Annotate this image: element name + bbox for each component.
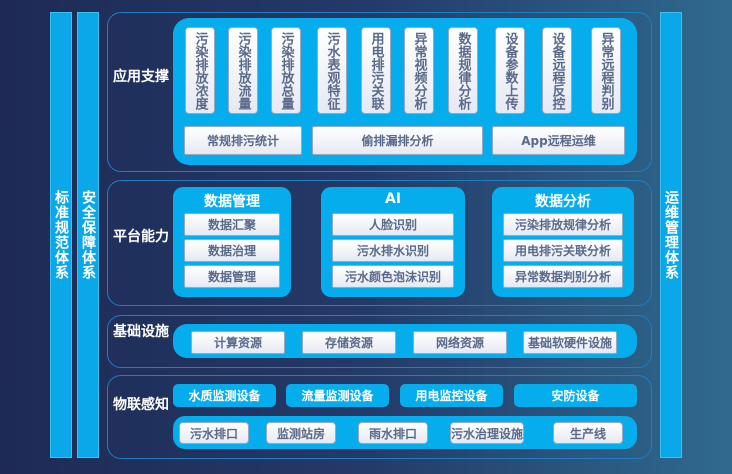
- iot-device: 水质监测设备: [173, 384, 276, 407]
- standards-system-bar: 标准规范体系: [50, 12, 72, 458]
- platform-item: 数据汇聚: [184, 213, 280, 236]
- platform-item: 数据治理: [184, 239, 280, 262]
- platform-group-title: 数据分析: [535, 194, 591, 210]
- iot-site: 生产线: [553, 422, 623, 444]
- infra-item: 网络资源: [413, 331, 507, 354]
- iot-site: 污水治理设施: [450, 422, 524, 444]
- platform-item: 异常数据判别分析: [503, 265, 623, 288]
- security-system-bar: 安全保障体系: [77, 12, 99, 458]
- iot-site: 雨水排口: [358, 422, 428, 444]
- app-item: 异常视频分析: [404, 27, 434, 114]
- platform-item: 污水颜色泡沫识别: [332, 265, 454, 288]
- app-item: 污染排放流量: [228, 27, 258, 114]
- platform-group-title: 数据管理: [204, 194, 260, 210]
- infra-item: 基础软硬件设施: [523, 331, 617, 354]
- app-item: 设备参数上传: [495, 27, 525, 114]
- app-layer: [107, 12, 652, 172]
- iot-device: 安防设备: [514, 384, 637, 407]
- app-item: 设备远程反控: [542, 27, 572, 114]
- infra-item: 存储资源: [302, 331, 396, 354]
- infra-layer: [107, 315, 652, 368]
- app-item: 用电排污关联: [361, 27, 391, 114]
- iot-site: 污水排口: [179, 422, 249, 444]
- operations-system-bar: 运维管理体系: [660, 12, 682, 458]
- iot-layer: [107, 375, 652, 459]
- iot-device: 用电监控设备: [400, 384, 503, 407]
- app-wide-item: App远程运维: [492, 126, 625, 155]
- platform-item: 污水排水识别: [332, 239, 454, 262]
- iot-site: 监测站房: [266, 422, 336, 444]
- app-item: 数据规律分析: [448, 27, 478, 114]
- infra-layer-label: 基础设施: [113, 324, 169, 340]
- platform-layer: [107, 180, 652, 306]
- platform-item: 用电排污关联分析: [503, 239, 623, 262]
- app-layer-label: 应用支撑: [113, 69, 169, 85]
- app-item: 异常远程判别: [591, 27, 621, 114]
- iot-layer-label: 物联感知: [113, 397, 169, 413]
- app-wide-item: 偷排漏排分析: [312, 126, 483, 155]
- app-wide-item: 常规排污统计: [184, 126, 302, 155]
- iot-device: 流量监测设备: [286, 384, 389, 407]
- app-item: 污染排放浓度: [185, 27, 215, 114]
- platform-item: 污染排放规律分析: [503, 213, 623, 236]
- platform-layer-label: 平台能力: [113, 229, 169, 245]
- platform-item: 人脸识别: [332, 213, 454, 236]
- infra-item: 计算资源: [191, 331, 285, 354]
- app-item: 污水表观特征: [317, 27, 347, 114]
- platform-item: 数据管理: [184, 265, 280, 288]
- app-item: 污染排放总量: [271, 27, 301, 114]
- platform-group-title: AI: [384, 191, 402, 207]
